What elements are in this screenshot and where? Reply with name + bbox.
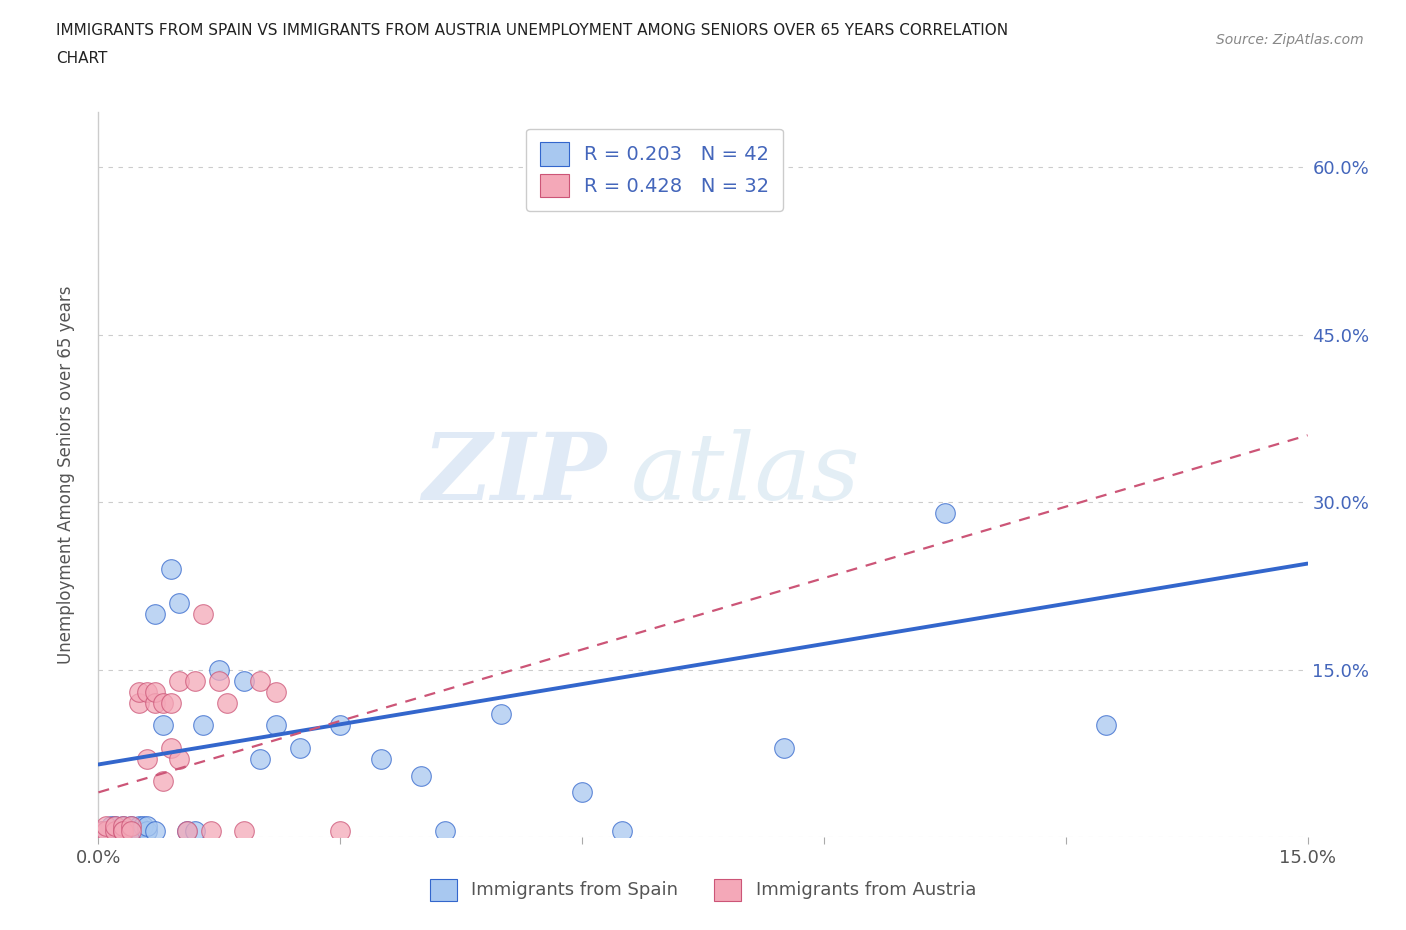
Point	[200, 824, 222, 839]
Point	[160, 562, 183, 577]
Point	[184, 673, 207, 688]
Legend: Immigrants from Spain, Immigrants from Austria: Immigrants from Spain, Immigrants from A…	[423, 871, 983, 908]
Point	[96, 824, 118, 839]
Text: IMMIGRANTS FROM SPAIN VS IMMIGRANTS FROM AUSTRIA UNEMPLOYMENT AMONG SENIORS OVER: IMMIGRANTS FROM SPAIN VS IMMIGRANTS FROM…	[56, 23, 1008, 38]
Point	[111, 824, 134, 839]
Point	[264, 718, 287, 733]
Point	[128, 696, 150, 711]
Point	[120, 818, 142, 833]
Point	[217, 696, 239, 711]
Point	[409, 768, 432, 783]
Point	[96, 824, 118, 839]
Point	[1095, 718, 1118, 733]
Point	[612, 824, 634, 839]
Point	[143, 606, 166, 621]
Point	[111, 818, 134, 833]
Point	[264, 684, 287, 699]
Text: ZIP: ZIP	[422, 430, 606, 519]
Point	[143, 696, 166, 711]
Point	[232, 824, 254, 839]
Point	[132, 818, 155, 833]
Point	[91, 824, 114, 839]
Point	[135, 751, 157, 766]
Point	[288, 740, 311, 755]
Point	[167, 751, 190, 766]
Point	[143, 684, 166, 699]
Point	[249, 673, 271, 688]
Text: CHART: CHART	[56, 51, 108, 66]
Point	[434, 824, 457, 839]
Point	[128, 824, 150, 839]
Point	[111, 824, 134, 839]
Point	[160, 740, 183, 755]
Point	[103, 818, 125, 833]
Text: Source: ZipAtlas.com: Source: ZipAtlas.com	[1216, 33, 1364, 46]
Point	[193, 606, 215, 621]
Point	[115, 824, 138, 839]
Point	[152, 718, 174, 733]
Point	[120, 824, 142, 839]
Point	[208, 673, 231, 688]
Point	[160, 696, 183, 711]
Point	[176, 824, 198, 839]
Point	[103, 824, 125, 839]
Point	[128, 818, 150, 833]
Point	[103, 824, 125, 839]
Y-axis label: Unemployment Among Seniors over 65 years: Unemployment Among Seniors over 65 years	[56, 286, 75, 663]
Point	[91, 824, 114, 839]
Point	[143, 824, 166, 839]
Point	[135, 818, 157, 833]
Point	[232, 673, 254, 688]
Point	[107, 824, 129, 839]
Point	[135, 684, 157, 699]
Point	[249, 751, 271, 766]
Point	[167, 595, 190, 610]
Point	[96, 818, 118, 833]
Point	[772, 740, 794, 755]
Point	[120, 824, 142, 839]
Point	[120, 818, 142, 833]
Point	[571, 785, 593, 800]
Point	[208, 662, 231, 677]
Point	[152, 774, 174, 789]
Point	[111, 824, 134, 839]
Point	[128, 684, 150, 699]
Point	[491, 707, 513, 722]
Point	[111, 824, 134, 839]
Point	[176, 824, 198, 839]
Point	[100, 818, 122, 833]
Point	[111, 818, 134, 833]
Point	[167, 673, 190, 688]
Point	[184, 824, 207, 839]
Point	[370, 751, 392, 766]
Point	[135, 824, 157, 839]
Point	[103, 818, 125, 833]
Text: atlas: atlas	[630, 430, 860, 519]
Point	[152, 696, 174, 711]
Point	[329, 718, 352, 733]
Point	[128, 824, 150, 839]
Point	[193, 718, 215, 733]
Point	[934, 506, 956, 521]
Point	[329, 824, 352, 839]
Point	[124, 824, 146, 839]
